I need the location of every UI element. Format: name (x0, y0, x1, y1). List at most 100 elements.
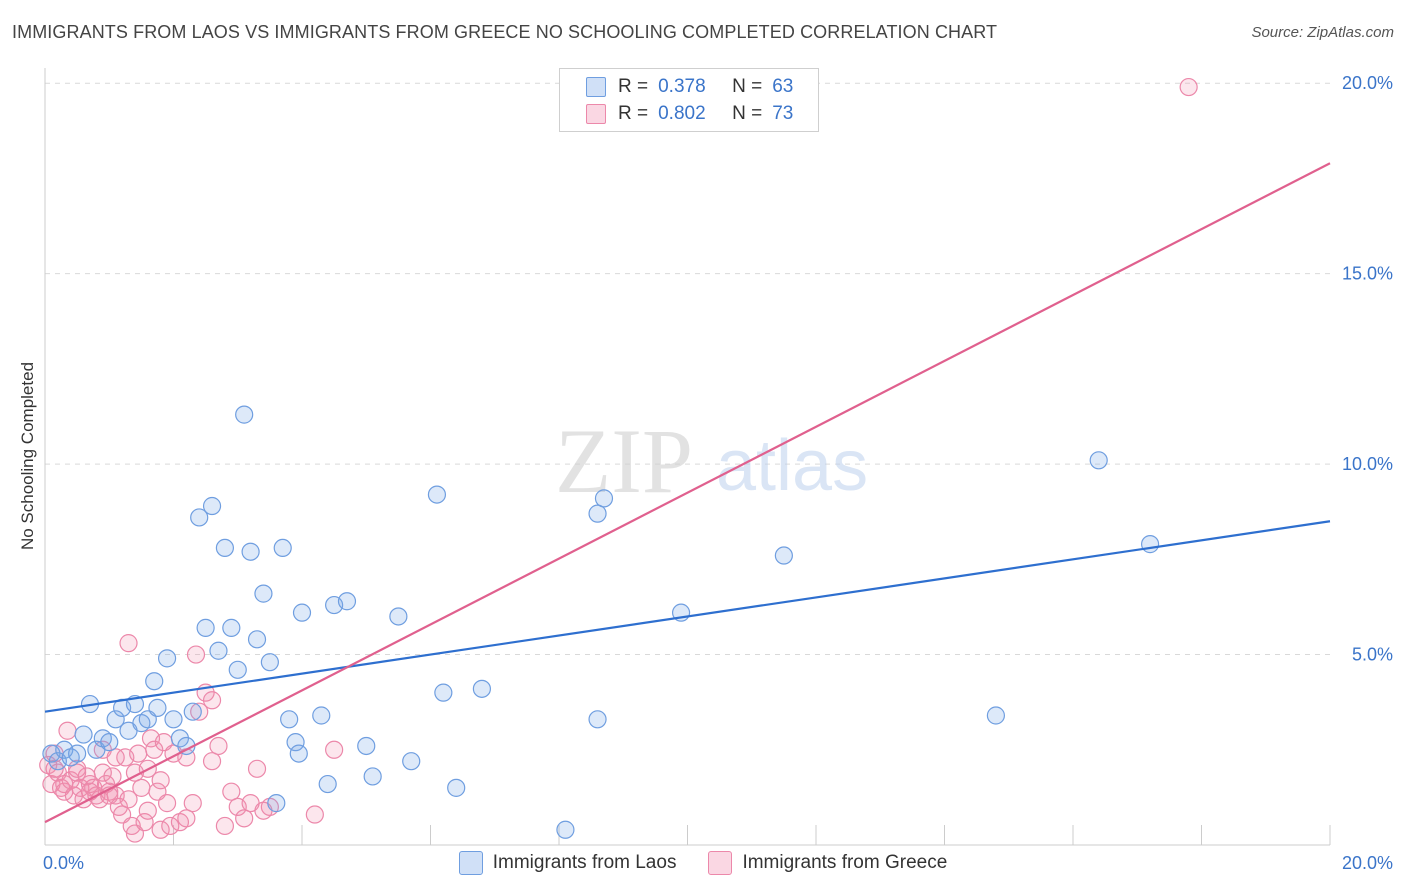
legend-r-value: 0.802 (658, 103, 706, 124)
legend-swatch-greece (708, 851, 733, 875)
trend-line-laos (44, 520, 1331, 713)
legend-swatch-laos (586, 77, 606, 97)
legend-item-laos: Immigrants from Laos (458, 851, 677, 875)
data-point-greece (119, 790, 138, 809)
data-point-greece (138, 801, 157, 820)
data-point-laos (68, 744, 87, 763)
data-point-greece (190, 702, 209, 721)
y-tick-label: 10.0% (1342, 454, 1393, 474)
data-point-laos (472, 679, 491, 698)
data-point-laos (389, 607, 408, 626)
data-point-laos (100, 733, 119, 752)
data-point-laos (292, 603, 312, 622)
data-point-laos (228, 660, 247, 679)
data-point-laos (1089, 451, 1108, 470)
data-point-laos (318, 774, 337, 794)
data-point-greece (209, 736, 228, 756)
data-point-greece (55, 774, 74, 794)
data-point-greece (151, 820, 170, 839)
data-point-greece (202, 691, 222, 710)
data-point-laos (774, 546, 793, 565)
data-point-greece (222, 782, 241, 801)
data-point-laos (202, 496, 222, 516)
legend-row-greece: R = 0.802 N = 73 (586, 102, 793, 126)
data-point-laos (170, 729, 190, 748)
series-legend: Immigrants from Laos Immigrants from Gre… (0, 851, 1406, 875)
grid-lines (45, 82, 1330, 656)
data-point-laos (363, 767, 382, 786)
data-point-greece (247, 759, 267, 778)
data-point-laos (190, 508, 209, 527)
data-point-laos (254, 584, 273, 603)
series-greece-points (39, 77, 1198, 843)
data-point-laos (588, 710, 607, 729)
data-point-greece (305, 805, 324, 824)
watermark-zip: ZIP (555, 410, 693, 512)
data-point-laos (145, 672, 164, 691)
tick-labels: 5.0% 10.0% 15.0% 20.0% 0.0% 20.0% (43, 73, 1393, 873)
legend-swatch-greece (586, 104, 606, 124)
trend-line-greece (44, 162, 1331, 824)
data-point-laos (106, 710, 125, 729)
data-point-laos (427, 485, 447, 504)
y-axis-label: No Schooling Completed (18, 361, 37, 551)
legend-r-value: 0.378 (658, 76, 706, 97)
x-tick-label: 0.0% (43, 853, 84, 873)
data-point-greece (183, 794, 202, 813)
data-point-laos (312, 706, 331, 725)
data-point-laos (986, 706, 1006, 725)
data-point-greece (132, 778, 151, 797)
data-point-laos (289, 744, 308, 763)
data-point-laos (337, 592, 357, 611)
data-point-laos (594, 489, 614, 508)
data-point-laos (273, 538, 292, 558)
data-point-greece (151, 771, 170, 790)
data-point-laos (148, 698, 167, 717)
legend-r-label: R = (618, 76, 649, 97)
legend-label-laos: Immigrants from Laos (492, 852, 677, 873)
data-point-laos (1140, 535, 1160, 554)
source-label: Source: ZipAtlas.com (1251, 24, 1394, 41)
data-point-laos (157, 649, 177, 668)
data-point-greece (68, 763, 87, 782)
data-point-laos (196, 618, 215, 637)
legend-n-value: 63 (772, 76, 794, 97)
trend-lines (44, 162, 1331, 824)
data-point-laos (402, 752, 421, 771)
data-point-greece (235, 809, 254, 828)
data-point-greece (177, 809, 196, 828)
data-point-greece (157, 794, 177, 813)
data-point-laos (209, 641, 228, 660)
legend-label-greece: Immigrants from Greece (742, 852, 948, 873)
data-point-laos (215, 538, 234, 558)
data-point-laos (164, 710, 183, 729)
data-point-greece (106, 748, 125, 767)
legend-n-label: N = (732, 76, 763, 97)
data-point-greece (68, 759, 87, 778)
y-tick-label: 15.0% (1342, 264, 1393, 284)
data-point-laos (434, 683, 453, 702)
series-laos-points (42, 405, 1160, 839)
data-point-laos (588, 504, 607, 523)
data-point-laos (260, 653, 279, 672)
chart-title: IMMIGRANTS FROM LAOS VS IMMIGRANTS FROM … (12, 22, 998, 42)
data-point-laos (357, 736, 376, 756)
legend-swatch-laos (458, 851, 483, 875)
data-point-greece (129, 744, 148, 763)
data-point-greece (186, 645, 206, 664)
data-point-greece (325, 740, 344, 759)
legend-item-greece: Immigrants from Greece (708, 851, 947, 875)
data-point-laos (267, 794, 286, 813)
data-point-laos (235, 405, 254, 424)
data-point-laos (74, 725, 93, 744)
data-point-laos (286, 733, 305, 752)
data-point-greece (145, 740, 164, 759)
data-point-laos (183, 702, 202, 721)
y-tick-label: 20.0% (1342, 73, 1393, 93)
legend-row-laos: R = 0.378 N = 63 (586, 75, 793, 99)
legend-n-label: N = (732, 103, 763, 124)
correlation-legend: R = 0.378 N = 63 R = 0.802 N = 73 (559, 68, 819, 132)
data-point-laos (280, 710, 299, 729)
legend-r-label: R = (618, 103, 649, 124)
data-point-greece (1179, 77, 1198, 97)
